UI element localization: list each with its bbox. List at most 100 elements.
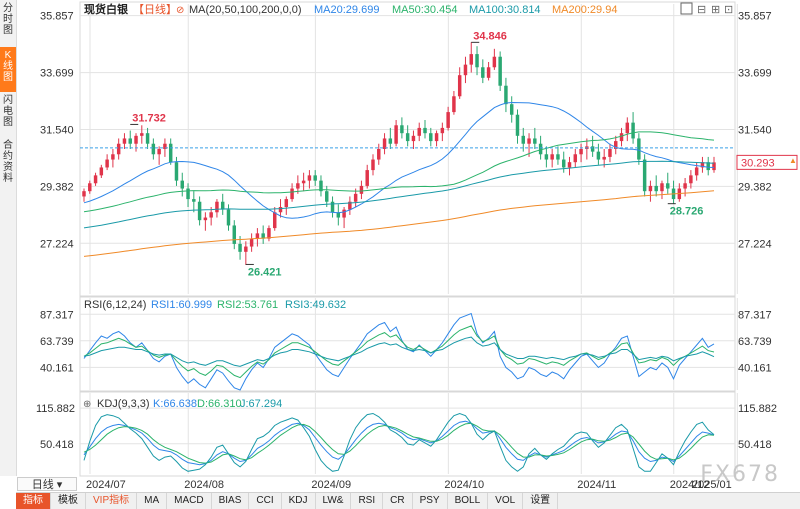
rsi3-value: RSI3:49.632 (285, 299, 346, 311)
last-price-box (736, 154, 798, 170)
tab-indicator[interactable]: 指标 (16, 493, 51, 509)
candle-body (614, 141, 618, 149)
tab-macd[interactable]: MACD (167, 493, 212, 509)
candle-body (452, 96, 456, 113)
candle-body (278, 207, 283, 213)
y-tick-label: 40.161 (40, 362, 74, 374)
price-marker-arrow: ▲ (789, 156, 797, 165)
candle-body (232, 225, 237, 244)
tab-vip-indicator[interactable]: VIP指标 (86, 493, 138, 509)
tab-lw[interactable]: LW& (316, 493, 352, 509)
candle-body (463, 64, 468, 76)
y-tick-label: 29.382 (40, 181, 74, 193)
x-tick-label: 2024/11 (577, 479, 616, 491)
candle-body (111, 154, 115, 160)
tab-cci[interactable]: CCI (249, 493, 282, 509)
candle-body (128, 138, 132, 144)
candle-body (330, 201, 335, 213)
rsi1-line (83, 312, 715, 391)
candle-body (244, 246, 248, 252)
tab-cr[interactable]: CR (383, 493, 413, 509)
candle-body (249, 238, 254, 247)
kdj-params: KDJ(9,3,3) (97, 398, 150, 410)
tab-vol[interactable]: VOL (488, 493, 524, 509)
expand-icon[interactable] (680, 2, 693, 15)
candlestick-series (82, 42, 716, 265)
ma50-line (83, 131, 715, 213)
ma50-value: MA50:30.454 (392, 4, 457, 16)
y-tick-label: 87.317 (738, 309, 772, 321)
candle-body (209, 212, 213, 218)
j-value: J:67.294 (240, 398, 282, 410)
minus-icon[interactable]: ⊟ (697, 4, 706, 16)
main-panel-frame (79, 1, 736, 297)
fullscreen-icon[interactable]: ⊡ (724, 4, 733, 16)
candle-body (608, 149, 612, 157)
candle-body (700, 162, 705, 168)
candle-body (544, 154, 549, 160)
indicator-tab-bar: 指标 模板 VIP指标 MA MACD BIAS CCI KDJ LW& RSI… (16, 492, 800, 509)
candle-body (359, 185, 364, 194)
candle-body (567, 162, 572, 168)
rsi2-value: RSI2:53.761 (217, 299, 278, 311)
candle-body (174, 162, 179, 181)
plus-icon[interactable]: ⊞ (711, 4, 720, 16)
candle-body (319, 180, 323, 192)
y-tick-label: 63.739 (40, 336, 74, 348)
tab-timeshare[interactable]: 分时图 (3, 3, 13, 36)
candle-body (602, 156, 606, 160)
candle-body (261, 233, 265, 239)
x-tick-label: 2024/12 (670, 479, 710, 491)
kdj-collapse-icon[interactable]: ⊕ (83, 399, 91, 410)
candle-body (307, 175, 312, 181)
candle-body (394, 125, 398, 144)
candle-body (325, 191, 329, 202)
candle-body (492, 56, 497, 68)
candle-body (290, 188, 294, 200)
tab-rsi[interactable]: RSI (351, 493, 384, 509)
tab-kdj[interactable]: KDJ (282, 493, 316, 509)
candle-body (313, 175, 317, 181)
tab-contract-info[interactable]: 合约资料 (3, 140, 13, 184)
last-price-label: 30.293 (741, 157, 775, 169)
rsi-axis: 87.317 63.739 40.161 87.317 63.739 40.16… (40, 309, 772, 374)
kdj-panel-frame (79, 391, 736, 477)
rsi-lines (83, 312, 715, 391)
tab-boll[interactable]: BOLL (448, 493, 489, 509)
period-selector[interactable]: 日线 ▾ (17, 477, 77, 491)
candle-body (342, 209, 346, 218)
tab-kline[interactable]: K线图 (0, 47, 16, 92)
candle-body (509, 104, 514, 115)
k-line (83, 420, 715, 466)
candle-body (140, 133, 144, 136)
candle-body (683, 183, 687, 189)
high-label-jul: 31.732 (132, 112, 166, 124)
tab-template[interactable]: 模板 (51, 493, 86, 509)
candle-body (157, 149, 161, 155)
x-tick-label: 2025/01 (692, 479, 732, 491)
candle-body (371, 159, 375, 171)
settings-icon[interactable]: ⊘ (176, 5, 184, 16)
candle-body (405, 133, 410, 142)
tab-settings[interactable]: 设置 (523, 493, 559, 509)
candle-body (556, 154, 560, 160)
candle-body (561, 159, 566, 168)
candle-body (648, 185, 653, 192)
y-tick-label: 115.882 (36, 403, 75, 415)
tab-bias[interactable]: BIAS (212, 493, 250, 509)
tab-ma[interactable]: MA (137, 493, 168, 509)
candle-body (197, 201, 202, 221)
candle-body (440, 127, 445, 134)
candle-body (145, 133, 150, 144)
y-tick-label: 27.224 (738, 238, 772, 250)
k-value: K:66.638 (153, 398, 197, 410)
x-tick-label: 2024/07 (86, 479, 126, 491)
candle-body (353, 193, 358, 202)
tab-lightning[interactable]: 闪电图 (3, 95, 13, 128)
candle-body (573, 154, 578, 163)
chart-area[interactable]: 30.293 ▲ 现货白银 【日线】 ⊘ MA(20,50,100,200,0,… (0, 0, 800, 492)
low-label-dec: 28.726 (670, 206, 704, 218)
y-tick-label: 29.382 (738, 181, 772, 193)
y-tick-label: 115.882 (738, 403, 777, 415)
tab-psy[interactable]: PSY (413, 493, 448, 509)
